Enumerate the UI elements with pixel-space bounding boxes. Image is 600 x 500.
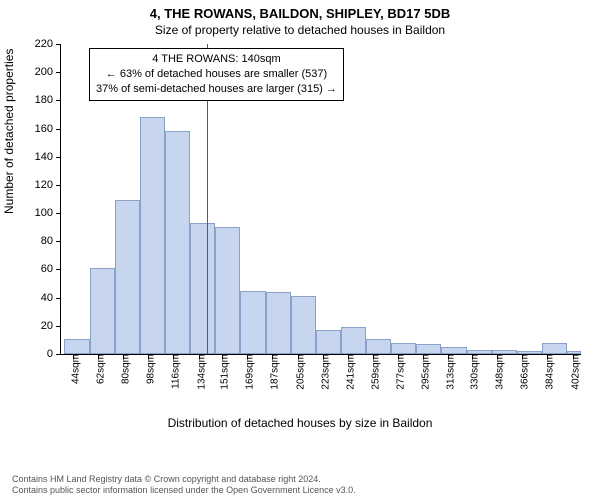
x-tick-label: 259sqm bbox=[365, 354, 382, 390]
x-tick-label: 187sqm bbox=[264, 354, 281, 390]
footer-line-2: Contains public sector information licen… bbox=[12, 485, 356, 496]
y-tick-label: 140 bbox=[35, 151, 61, 163]
y-tick-label: 200 bbox=[35, 66, 61, 78]
histogram-bar bbox=[90, 268, 115, 354]
y-tick-label: 0 bbox=[47, 348, 61, 360]
x-tick-label: 348sqm bbox=[489, 354, 506, 390]
infobox-line-1: 4 THE ROWANS: 140sqm bbox=[96, 52, 337, 67]
page-title: 4, THE ROWANS, BAILDON, SHIPLEY, BD17 5D… bbox=[0, 0, 600, 21]
x-tick-label: 366sqm bbox=[514, 354, 531, 390]
histogram-bar bbox=[416, 344, 441, 354]
x-axis-label: Distribution of detached houses by size … bbox=[0, 416, 600, 430]
x-tick-label: 295sqm bbox=[415, 354, 432, 390]
x-tick-label: 205sqm bbox=[289, 354, 306, 390]
histogram-bar bbox=[542, 343, 567, 354]
histogram-bar bbox=[291, 296, 316, 354]
histogram-bar bbox=[391, 343, 416, 354]
y-tick-label: 40 bbox=[41, 292, 61, 304]
y-tick-label: 100 bbox=[35, 207, 61, 219]
footer-attribution: Contains HM Land Registry data © Crown c… bbox=[12, 474, 356, 497]
histogram-bar bbox=[115, 200, 140, 354]
page-subtitle: Size of property relative to detached ho… bbox=[0, 21, 600, 37]
infobox-line-2: ← 63% of detached houses are smaller (53… bbox=[96, 67, 337, 82]
plot-area: 02040608010012014016018020022044sqm62sqm… bbox=[60, 44, 581, 355]
y-tick-label: 180 bbox=[35, 94, 61, 106]
histogram-bar bbox=[215, 227, 240, 354]
x-tick-label: 330sqm bbox=[464, 354, 481, 390]
histogram-bar bbox=[165, 131, 190, 354]
x-tick-label: 169sqm bbox=[239, 354, 256, 390]
x-tick-label: 402sqm bbox=[564, 354, 581, 390]
x-tick-label: 80sqm bbox=[115, 354, 132, 384]
x-tick-label: 277sqm bbox=[390, 354, 407, 390]
x-tick-label: 241sqm bbox=[339, 354, 356, 390]
histogram-bar bbox=[366, 339, 391, 355]
y-tick-label: 220 bbox=[35, 38, 61, 50]
histogram-bar bbox=[240, 291, 265, 354]
x-tick-label: 44sqm bbox=[64, 354, 81, 384]
y-tick-label: 80 bbox=[41, 235, 61, 247]
histogram-bar bbox=[140, 117, 165, 354]
infobox-line-3: 37% of semi-detached houses are larger (… bbox=[96, 82, 337, 97]
footer-line-1: Contains HM Land Registry data © Crown c… bbox=[12, 474, 356, 485]
y-tick-label: 120 bbox=[35, 179, 61, 191]
x-tick-label: 384sqm bbox=[539, 354, 556, 390]
y-tick-label: 60 bbox=[41, 263, 61, 275]
histogram-bar bbox=[316, 330, 341, 354]
chart-infobox: 4 THE ROWANS: 140sqm← 63% of detached ho… bbox=[89, 48, 344, 101]
x-tick-label: 98sqm bbox=[140, 354, 157, 384]
histogram-bar bbox=[190, 223, 215, 354]
x-tick-label: 223sqm bbox=[314, 354, 331, 390]
histogram-chart: Number of detached properties 0204060801… bbox=[0, 44, 600, 434]
y-tick-label: 160 bbox=[35, 123, 61, 135]
histogram-bar bbox=[341, 327, 366, 354]
histogram-bar bbox=[64, 339, 89, 355]
y-axis-label: Number of detached properties bbox=[2, 49, 16, 214]
histogram-bar bbox=[441, 347, 466, 354]
x-tick-label: 62sqm bbox=[89, 354, 106, 384]
y-tick-label: 20 bbox=[41, 320, 61, 332]
x-tick-label: 151sqm bbox=[214, 354, 231, 390]
x-tick-label: 313sqm bbox=[440, 354, 457, 390]
histogram-bar bbox=[266, 292, 291, 354]
x-tick-label: 116sqm bbox=[165, 354, 182, 389]
x-tick-label: 134sqm bbox=[190, 354, 207, 390]
